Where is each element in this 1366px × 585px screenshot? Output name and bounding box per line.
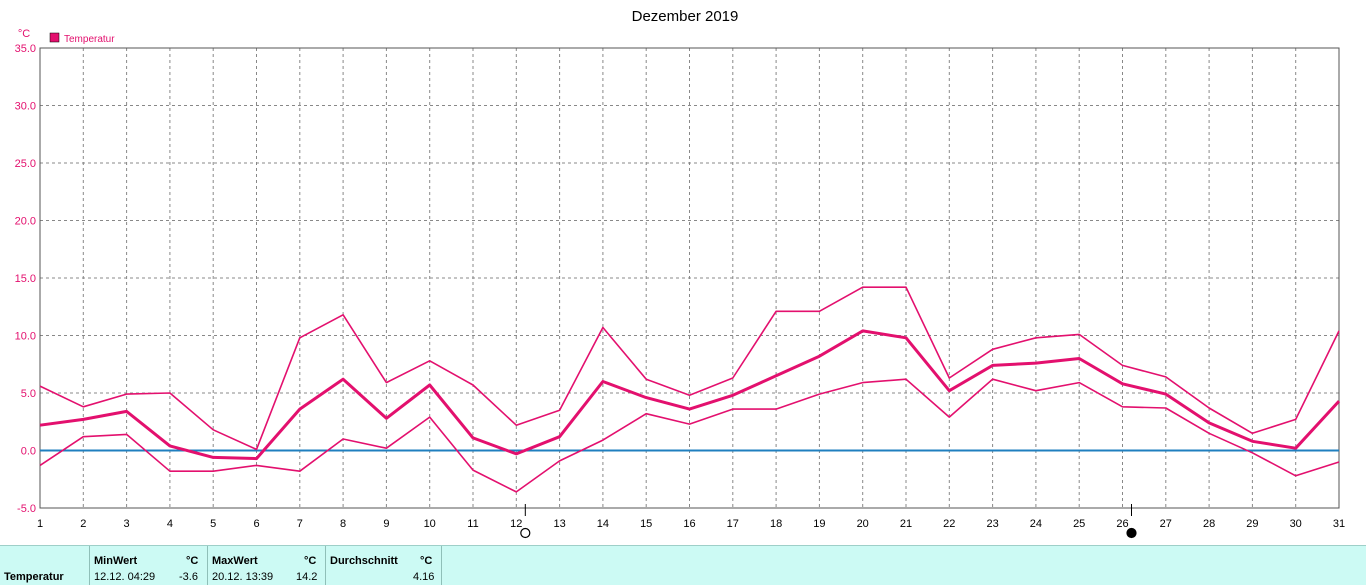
min-unit: °C [186,555,199,567]
x-tick-label: 23 [986,518,998,530]
max-value: 14.2 [296,571,318,583]
stats-row-label: Temperatur [4,571,64,583]
y-tick-label: 20.0 [15,216,36,228]
series-line-min [39,378,1340,493]
x-tick-label: 11 [467,518,478,530]
statistics-panel: Temperatur MinWert °C 12.12. 04:29 -3.6 … [0,545,1366,585]
full-moon-icon [520,527,531,539]
y-tick-label: 5.0 [21,388,36,400]
plot-frame [39,47,1340,509]
x-tick-label: 9 [383,518,389,530]
x-tick-label: 7 [297,518,303,530]
y-tick-label: 30.0 [15,101,36,113]
x-tick-label: 5 [210,518,216,530]
legend-label: Temperatur [64,34,115,45]
y-tick-label: 25.0 [15,158,36,170]
x-tick-label: 19 [813,518,825,530]
temperature-chart: Dezember 2019 °C Temperatur 1 2 3 4 5 6 7 8 9 10 1… [15,8,1346,539]
x-tick-label: 26 [1116,518,1128,530]
min-time: 12.12. 04:29 [94,571,156,583]
new-moon-icon [1126,527,1137,539]
x-tick-label: 8 [340,518,346,530]
y-tick-label: -5.0 [17,503,36,515]
y-axis-unit-label: °C [18,28,30,40]
x-tick-label: 4 [167,518,173,530]
legend-swatch [49,32,60,43]
x-tick-label: 6 [253,518,259,530]
x-tick-label: 2 [80,518,86,530]
x-tick-label: 24 [1030,518,1042,530]
x-tick-label: 13 [553,518,565,530]
x-tick-label: 1 [37,518,43,530]
chart-title: Dezember 2019 [632,8,739,25]
x-tick-label: 16 [683,518,695,530]
moon-markers [520,504,1137,539]
x-tick-label: 12 [510,518,522,530]
x-tick-label: 27 [1160,518,1172,530]
series-line-mean [39,329,1341,461]
x-tick-label: 21 [900,518,912,530]
x-tick-label: 20 [857,518,869,530]
axes: 1 2 3 4 5 6 7 8 9 10 11 12 13 14 15 16 17 18 19 20 21 22 23 24 2… [15,43,1346,530]
x-tick-label: 22 [943,518,955,530]
series-lines [39,286,1341,493]
x-tick-label: 30 [1290,518,1302,530]
y-tick-label: 15.0 [15,273,36,285]
x-tick-label: 25 [1073,518,1085,530]
avg-unit: °C [420,555,433,567]
series-line-max [39,286,1340,451]
y-tick-label: 10.0 [15,331,36,343]
min-header: MinWert [94,555,138,567]
x-tick-label: 18 [770,518,782,530]
avg-header: Durchschnitt [330,555,398,567]
y-tick-label: 35.0 [15,43,36,55]
avg-value: 4.16 [413,571,435,583]
x-tick-label: 28 [1203,518,1215,530]
max-unit: °C [304,555,317,567]
x-tick-label: 10 [424,518,436,530]
max-time: 20.12. 13:39 [212,571,274,583]
x-tick-label: 29 [1246,518,1258,530]
x-tick-label: 31 [1333,518,1345,530]
x-tick-label: 15 [640,518,652,530]
y-tick-label: 0.0 [21,446,36,458]
x-tick-label: 14 [597,518,609,530]
max-header: MaxWert [212,555,258,567]
min-value: -3.6 [179,571,198,583]
x-tick-label: 3 [124,518,130,530]
x-tick-label: 17 [727,518,739,530]
